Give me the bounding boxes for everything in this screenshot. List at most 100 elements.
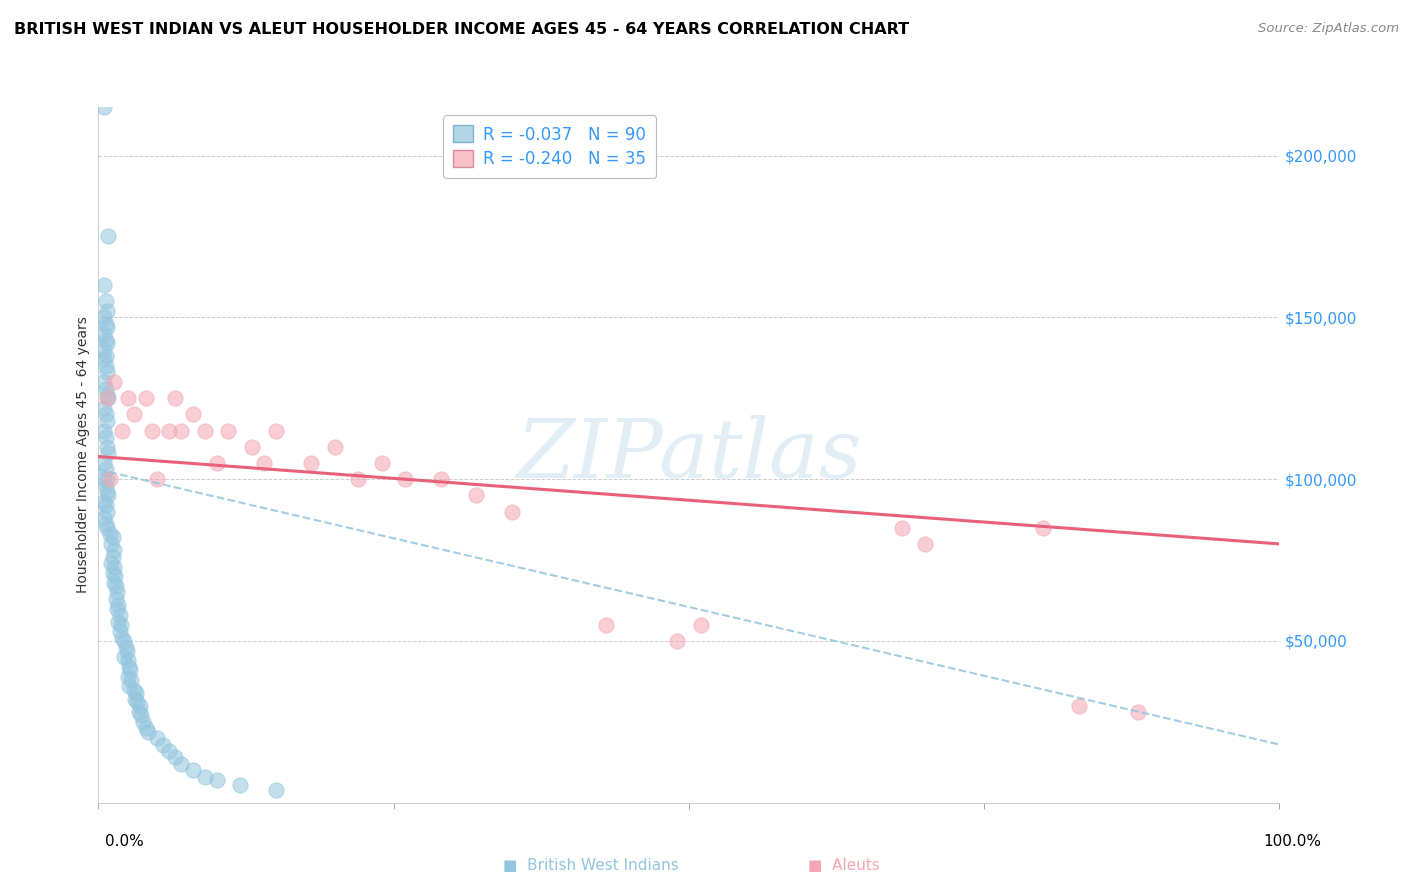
Point bbox=[94, 517, 117, 532]
Point bbox=[914, 537, 936, 551]
Y-axis label: Householder Income Ages 45 - 64 years: Householder Income Ages 45 - 64 years bbox=[76, 317, 90, 593]
Point bbox=[152, 738, 174, 752]
Point bbox=[111, 631, 134, 645]
Point bbox=[501, 504, 523, 518]
Point bbox=[105, 591, 128, 606]
Point bbox=[103, 543, 125, 558]
Point bbox=[122, 408, 145, 422]
Point bbox=[371, 456, 394, 470]
Point bbox=[465, 488, 488, 502]
Point bbox=[165, 750, 187, 764]
Point bbox=[135, 392, 157, 406]
Point bbox=[120, 663, 142, 677]
Point bbox=[94, 430, 117, 444]
Point bbox=[100, 557, 122, 571]
Point bbox=[105, 601, 128, 615]
Point bbox=[93, 352, 115, 367]
Point bbox=[93, 343, 115, 357]
Point bbox=[323, 440, 346, 454]
Point bbox=[103, 559, 125, 574]
Text: 0.0%: 0.0% bbox=[105, 834, 145, 849]
Point bbox=[108, 608, 131, 623]
Point bbox=[94, 408, 117, 422]
Point bbox=[97, 229, 120, 244]
Point bbox=[94, 349, 117, 363]
Text: ■  British West Indians: ■ British West Indians bbox=[503, 858, 678, 872]
Point bbox=[229, 778, 252, 792]
Point bbox=[93, 278, 115, 293]
Text: ZIPatlas: ZIPatlas bbox=[516, 415, 862, 495]
Point bbox=[94, 333, 117, 347]
Point bbox=[117, 392, 139, 406]
Point bbox=[205, 773, 228, 788]
Point bbox=[93, 456, 115, 470]
Point bbox=[347, 472, 370, 486]
Point bbox=[96, 304, 118, 318]
Point bbox=[181, 408, 204, 422]
Point bbox=[264, 424, 287, 438]
Point bbox=[1067, 698, 1090, 713]
Point bbox=[170, 756, 193, 771]
Point bbox=[103, 375, 125, 389]
Point bbox=[96, 336, 118, 351]
Point bbox=[101, 566, 124, 580]
Point bbox=[94, 478, 117, 492]
Point bbox=[98, 472, 121, 486]
Point bbox=[122, 682, 145, 697]
Point bbox=[97, 446, 120, 460]
Point bbox=[127, 696, 149, 710]
Point bbox=[93, 511, 115, 525]
Point bbox=[96, 365, 118, 379]
Point bbox=[132, 714, 155, 729]
Point bbox=[194, 770, 217, 784]
Point bbox=[129, 708, 152, 723]
Text: ■  Aleuts: ■ Aleuts bbox=[807, 858, 880, 872]
Point bbox=[1126, 705, 1149, 719]
Point bbox=[128, 698, 150, 713]
Point bbox=[136, 724, 159, 739]
Point bbox=[141, 424, 163, 438]
Point bbox=[1032, 521, 1054, 535]
Point bbox=[100, 537, 122, 551]
Point bbox=[115, 643, 138, 657]
Point bbox=[108, 624, 131, 639]
Point bbox=[117, 653, 139, 667]
Point bbox=[112, 634, 135, 648]
Point bbox=[394, 472, 416, 486]
Point bbox=[94, 294, 117, 309]
Point bbox=[194, 424, 217, 438]
Point bbox=[146, 731, 169, 745]
Point bbox=[157, 744, 180, 758]
Point bbox=[94, 382, 117, 396]
Point bbox=[890, 521, 912, 535]
Point bbox=[165, 392, 187, 406]
Point bbox=[93, 310, 115, 325]
Point bbox=[93, 375, 115, 389]
Point bbox=[94, 359, 117, 373]
Point bbox=[181, 764, 204, 778]
Point bbox=[125, 686, 148, 700]
Point bbox=[217, 424, 239, 438]
Point bbox=[112, 650, 135, 665]
Point bbox=[93, 401, 115, 415]
Point bbox=[104, 569, 127, 583]
Point bbox=[96, 504, 118, 518]
Point bbox=[96, 320, 118, 334]
Point bbox=[128, 705, 150, 719]
Text: BRITISH WEST INDIAN VS ALEUT HOUSEHOLDER INCOME AGES 45 - 64 YEARS CORRELATION C: BRITISH WEST INDIAN VS ALEUT HOUSEHOLDER… bbox=[14, 22, 910, 37]
Point bbox=[121, 673, 143, 687]
Point bbox=[146, 472, 169, 486]
Text: 100.0%: 100.0% bbox=[1264, 834, 1322, 849]
Point bbox=[205, 456, 228, 470]
Point bbox=[97, 392, 120, 406]
Point bbox=[93, 472, 115, 486]
Point bbox=[430, 472, 453, 486]
Point bbox=[101, 531, 124, 545]
Point bbox=[105, 579, 128, 593]
Point bbox=[118, 660, 141, 674]
Point bbox=[96, 485, 118, 500]
Point bbox=[114, 640, 136, 655]
Point bbox=[107, 615, 129, 629]
Point bbox=[93, 495, 115, 509]
Point bbox=[666, 634, 689, 648]
